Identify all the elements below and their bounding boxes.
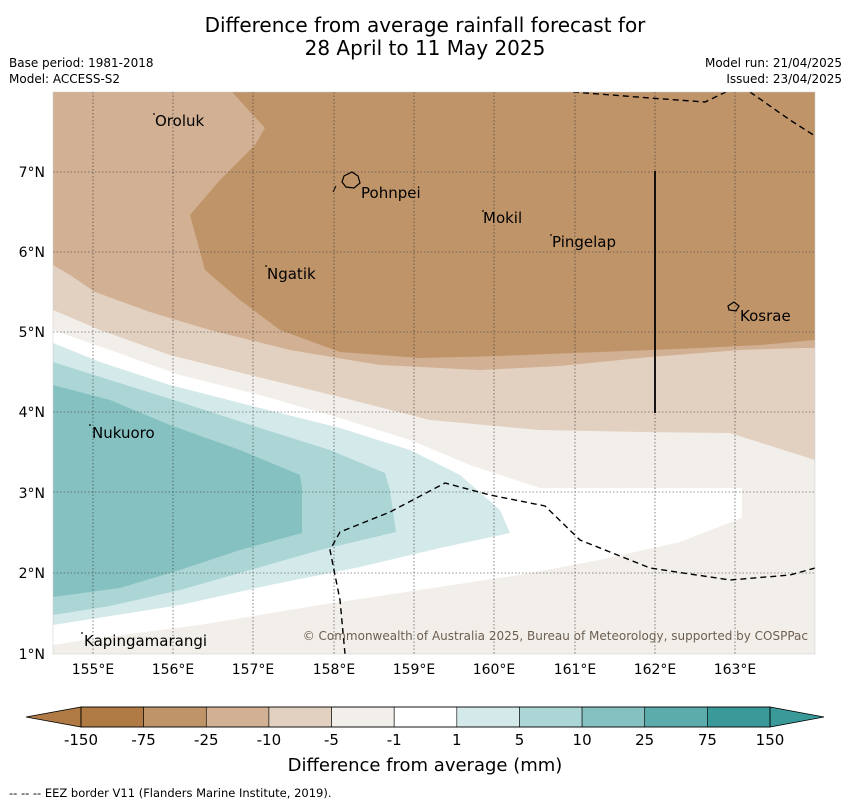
colorbar-label: -25	[194, 731, 219, 749]
colorbar-label: 75	[698, 731, 717, 749]
lon-label: 159°E	[393, 662, 436, 678]
label-ngatik: Ngatik	[267, 265, 316, 283]
colorbar-label: -1	[387, 731, 402, 749]
lon-label: 157°E	[232, 662, 275, 678]
colorbar-segment	[268, 706, 332, 728]
label-kosrae: Kosrae	[740, 307, 791, 325]
colorbar-label: -75	[131, 731, 156, 749]
colorbar-segment	[205, 706, 270, 728]
lon-label: 155°E	[72, 662, 115, 678]
lon-label: 156°E	[152, 662, 195, 678]
label-nukuoro: Nukuoro	[92, 424, 155, 442]
lat-label: 3°N	[19, 486, 45, 502]
label-oroluk: Oroluk	[155, 112, 204, 130]
lat-label: 4°N	[19, 405, 45, 421]
lat-label: 7°N	[19, 165, 45, 181]
colorbar-label: 5	[515, 731, 525, 749]
lat-label: 5°N	[19, 325, 45, 341]
lon-label: 161°E	[554, 662, 597, 678]
colorbar-label: -150	[64, 731, 98, 749]
base-period: Base period: 1981-2018	[9, 56, 154, 70]
label-pohnpei: Pohnpei	[361, 184, 421, 202]
zone-minus-5-south	[53, 518, 742, 654]
colorbar-left-arrow	[25, 706, 82, 728]
map-title-line1: Difference from average rainfall forecas…	[204, 13, 646, 37]
colorbar-segment	[143, 706, 207, 728]
label-pingelap: Pingelap	[552, 233, 616, 251]
colorbar-segment	[393, 706, 458, 728]
colorbar: -150 -75 -25 -10 -5 -1 1 5 10 25 75 150	[25, 706, 825, 749]
kosrae-island	[727, 301, 740, 312]
map-title-line2: 28 April to 11 May 2025	[304, 36, 546, 60]
colorbar-segment	[644, 706, 708, 728]
lat-label: 1°N	[19, 647, 45, 663]
colorbar-label: -10	[257, 731, 282, 749]
colorbar-label: 150	[756, 731, 785, 749]
colorbar-label: 1	[452, 731, 462, 749]
lon-label: 162°E	[634, 662, 677, 678]
colorbar-segment	[331, 706, 395, 728]
zone-plus-10	[53, 385, 302, 597]
colorbar-segment	[707, 706, 771, 728]
lat-label: 6°N	[19, 245, 45, 261]
pohnpei-island	[341, 171, 361, 189]
colorbar-frame	[80, 706, 771, 728]
zone-minus-75	[190, 92, 815, 358]
colorbar-label: 10	[573, 731, 592, 749]
pohnpei-reef	[332, 185, 337, 193]
label-kapingamarangi: Kapingamarangi	[84, 632, 207, 650]
colorbar-right-arrow	[769, 706, 825, 728]
longitude-labels: 155°E 156°E 157°E 158°E 159°E 160°E 161°…	[72, 662, 757, 678]
copyright-notice: © Commonwealth of Australia 2025, Bureau…	[303, 629, 808, 643]
model-name: Model: ACCESS-S2	[9, 72, 121, 86]
atoll-markers	[81, 113, 552, 634]
lon-label: 160°E	[473, 662, 516, 678]
lat-label: 2°N	[19, 566, 45, 582]
map-frame	[52, 91, 816, 655]
colorbar-segment	[80, 706, 144, 728]
colorbar-segment	[519, 706, 583, 728]
label-mokil: Mokil	[483, 209, 522, 227]
eez-footnote: -- -- -- EEZ border V11 (Flanders Marine…	[9, 786, 332, 800]
colorbar-label: 25	[635, 731, 654, 749]
eez-border	[329, 92, 815, 654]
colorbar-segment	[456, 706, 520, 728]
issued-date: Issued: 23/04/2025	[726, 72, 842, 86]
lon-label: 163°E	[714, 662, 757, 678]
model-run: Model run: 21/04/2025	[704, 56, 842, 70]
lon-label: 158°E	[313, 662, 356, 678]
colorbar-label: -5	[324, 731, 339, 749]
latitude-labels: 1°N 2°N 3°N 4°N 5°N 6°N 7°N	[19, 165, 45, 663]
graticule	[53, 92, 815, 654]
rainfall-anomaly-fields	[53, 92, 815, 654]
colorbar-segment	[581, 706, 646, 728]
colorbar-title: Difference from average (mm)	[287, 755, 563, 776]
